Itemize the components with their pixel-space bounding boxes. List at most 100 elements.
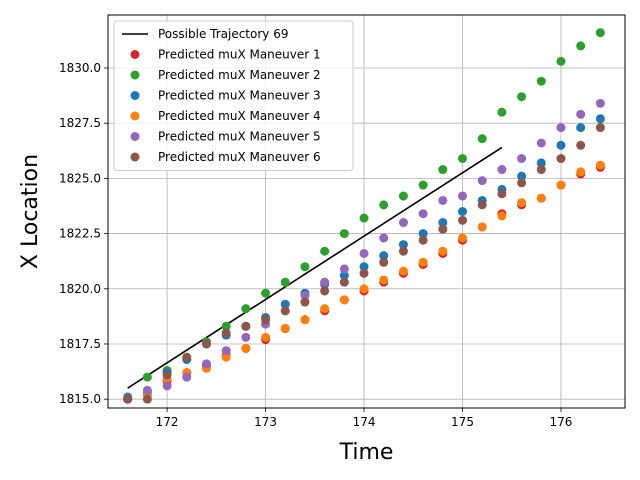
data-point (477, 222, 487, 232)
data-point (280, 306, 290, 316)
data-point (280, 277, 290, 287)
y-axis-label: X Location (18, 154, 43, 269)
data-point (418, 180, 428, 190)
data-point (300, 297, 310, 307)
data-point (359, 262, 369, 272)
legend-label: Predicted muX Maneuver 3 (158, 89, 321, 103)
data-point (359, 284, 369, 294)
y-tick-label: 1827.5 (59, 116, 101, 130)
legend-label: Predicted muX Maneuver 2 (158, 68, 321, 82)
data-point (458, 191, 468, 201)
data-point (241, 343, 251, 353)
x-axis-label: Time (339, 440, 394, 465)
data-point (379, 251, 389, 261)
data-point (123, 394, 133, 404)
data-point (477, 200, 487, 210)
data-point (280, 299, 290, 309)
data-point (576, 140, 586, 150)
data-point (477, 176, 487, 186)
y-tick-label: 1815.0 (59, 392, 101, 406)
data-point (438, 195, 448, 205)
data-point (517, 178, 527, 188)
x-tick-label: 173 (254, 415, 277, 429)
data-point (398, 266, 408, 276)
y-tick-label: 1830.0 (59, 61, 101, 75)
data-point (359, 248, 369, 258)
grid-lines (108, 15, 625, 408)
series-maneuver-2 (123, 28, 605, 404)
legend-marker (130, 91, 140, 100)
data-point (261, 332, 271, 342)
legend-label: Predicted muX Maneuver 4 (158, 109, 321, 123)
data-point (595, 114, 605, 124)
data-point (576, 123, 586, 133)
data-point (438, 246, 448, 256)
data-point (142, 385, 152, 395)
data-point (339, 264, 349, 274)
data-point (359, 213, 369, 223)
data-point (556, 123, 566, 133)
x-tick-label: 174 (353, 415, 376, 429)
series-maneuver-6 (123, 123, 605, 404)
data-point (497, 211, 507, 221)
data-point (458, 215, 468, 225)
data-point (162, 381, 172, 391)
data-point (536, 193, 546, 203)
data-point (536, 158, 546, 168)
data-point (517, 154, 527, 164)
data-point (182, 352, 192, 362)
data-point (438, 165, 448, 175)
axis-ticks: 172 173 174 175 176 1815.0 1817.5 1820.0 1822.5 1… (59, 61, 572, 429)
trajectory-line (127, 146, 503, 389)
data-point (201, 339, 211, 349)
data-point (517, 198, 527, 208)
data-point (458, 154, 468, 164)
data-point (517, 92, 527, 102)
y-tick-label: 1822.5 (59, 227, 101, 241)
data-point (300, 262, 310, 272)
data-point (162, 370, 172, 380)
x-tick-label: 175 (451, 415, 474, 429)
data-point (556, 56, 566, 66)
data-point (320, 304, 330, 314)
data-point (182, 372, 192, 382)
data-point (477, 134, 487, 144)
data-point (595, 123, 605, 133)
y-tick-label: 1820.0 (59, 282, 101, 296)
legend-marker (130, 132, 140, 141)
data-point (418, 229, 428, 239)
data-point (379, 257, 389, 267)
data-point (221, 321, 231, 331)
data-point (221, 352, 231, 362)
data-point (142, 394, 152, 404)
legend-label: Possible Trajectory 69 (158, 27, 288, 41)
legend-marker (130, 50, 140, 59)
data-point (241, 304, 251, 314)
data-point (576, 167, 586, 177)
data-point (241, 332, 251, 342)
data-point (458, 207, 468, 216)
data-point (339, 277, 349, 287)
legend-label: Predicted muX Maneuver 5 (158, 130, 321, 144)
data-point (517, 171, 527, 181)
trajectory-line-group (127, 146, 503, 389)
data-point (556, 180, 566, 190)
data-point (418, 257, 428, 267)
data-point (142, 372, 152, 382)
legend-label: Predicted muX Maneuver 6 (158, 150, 321, 164)
x-tick-label: 172 (156, 415, 179, 429)
data-point (241, 321, 251, 331)
data-point (556, 140, 566, 150)
data-point (320, 286, 330, 296)
data-point (359, 268, 369, 278)
data-point (497, 107, 507, 117)
data-point (339, 271, 349, 281)
data-point (300, 315, 310, 325)
x-tick-label: 176 (550, 415, 573, 429)
data-point (595, 160, 605, 170)
data-point (536, 76, 546, 86)
data-point (280, 324, 290, 334)
data-point (595, 98, 605, 108)
data-point (497, 165, 507, 175)
data-point (536, 138, 546, 148)
